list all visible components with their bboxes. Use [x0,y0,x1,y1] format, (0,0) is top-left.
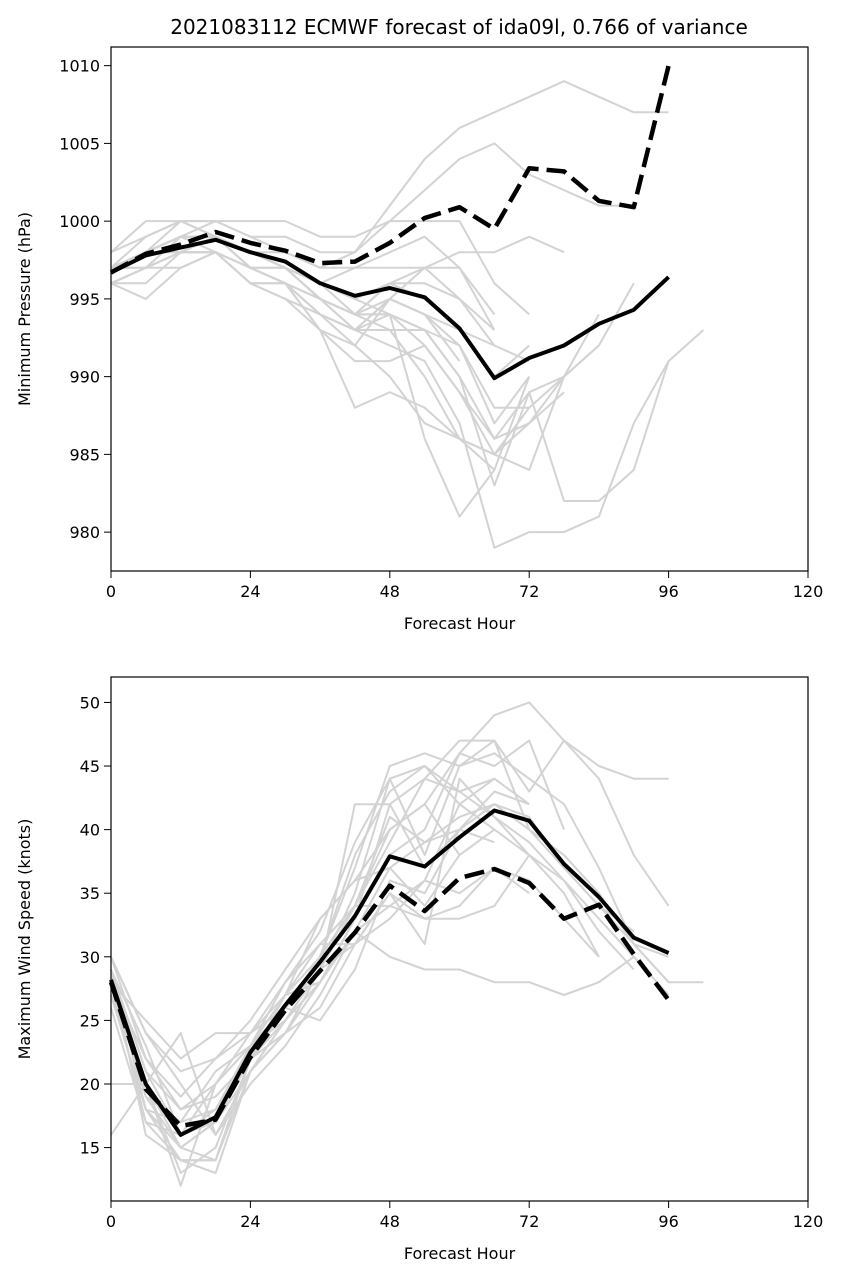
wind-member-line-2 [110,752,670,1136]
pressure-solid-line [110,237,670,381]
wind-ensemble-members [110,701,704,1187]
pressure-x-tick-label: 48 [380,582,400,601]
wind-y-tick-label: 35 [80,884,100,903]
pressure-y-tick-label: 1005 [59,134,100,153]
pressure-y-tick-label: 995 [69,290,100,309]
wind-member-line-4 [110,739,704,1162]
pressure-member-line-11 [110,251,496,347]
wind-x-tick-label: 120 [793,1212,824,1231]
wind-y-ticks: 15 20 25 30 35 40 45 50 [80,693,111,1158]
wind-member-line-18 [110,803,669,1149]
wind-member-line-12 [110,815,495,1136]
figure-title: 2021083112 ECMWF forecast of ida09l, 0.7… [170,15,748,39]
pressure-chart: 0 24 48 72 96 120 980 985 990 995 1000 1005 1010 Fo… [15,46,823,633]
wind-x-axis-label: Forecast Hour [404,1244,516,1263]
pressure-y-tick-label: 985 [69,445,100,464]
wind-y-tick-label: 25 [80,1011,100,1030]
wind-x-tick-label: 24 [240,1212,260,1231]
wind-x-tick-label: 96 [658,1212,678,1231]
wind-dashed-line [108,866,671,1129]
pressure-ensemble-members [110,80,705,549]
pressure-x-axis-label: Forecast Hour [404,614,516,633]
wind-member-line-20 [110,765,495,1073]
wind-solid-line [109,808,670,1137]
pressure-member-line-21 [110,235,531,518]
pressure-y-tick-label: 990 [69,368,100,387]
wind-x-tick-label: 0 [106,1212,116,1231]
pressure-member-line-15 [110,251,565,456]
wind-y-tick-label: 50 [80,693,100,712]
wind-y-tick-label: 45 [80,757,100,776]
pressure-y-tick-label: 1000 [59,212,100,231]
wind-chart: 0 24 48 72 96 120 15 20 25 30 35 40 45 50 Forecast H… [15,676,823,1263]
pressure-x-tick-label: 72 [519,582,539,601]
pressure-y-tick-label: 1010 [59,57,100,76]
wind-member-line-5 [110,930,635,1136]
pressure-x-tick-label: 0 [106,582,116,601]
wind-x-ticks: 0 24 48 72 96 120 [106,1201,823,1231]
wind-y-tick-label: 40 [80,821,100,840]
wind-x-tick-label: 48 [380,1212,400,1231]
pressure-y-axis-label: Minimum Pressure (hPa) [15,212,34,406]
pressure-member-line-20 [110,220,496,331]
wind-y-tick-label: 20 [80,1075,100,1094]
wind-highlight-series [108,808,671,1137]
pressure-x-tick-label: 120 [793,582,824,601]
pressure-member-line-22 [110,220,530,316]
wind-member-line-14 [110,803,635,1124]
pressure-highlight-series [109,65,671,381]
wind-y-axis-label: Maximum Wind Speed (knots) [15,819,34,1060]
wind-member-line-6 [111,854,635,1187]
pressure-member-line-3 [110,220,565,269]
pressure-member-line-6 [110,251,670,549]
pressure-y-tick-label: 980 [69,523,100,542]
wind-y-tick-label: 15 [80,1139,100,1158]
pressure-member-line-8 [111,235,531,456]
pressure-y-ticks: 980 985 990 995 1000 1005 1010 [59,57,111,542]
wind-member-line-19 [110,777,670,1136]
pressure-plot-frame [110,46,809,572]
pressure-dashed-line [109,65,671,275]
wind-x-tick-label: 72 [519,1212,539,1231]
pressure-x-ticks: 0 24 48 72 96 120 [106,571,823,601]
wind-member-line-7 [110,777,600,1174]
wind-plot-frame [110,676,809,1202]
pressure-x-tick-label: 24 [240,582,260,601]
wind-y-tick-label: 30 [80,948,100,967]
pressure-x-tick-label: 96 [658,582,678,601]
